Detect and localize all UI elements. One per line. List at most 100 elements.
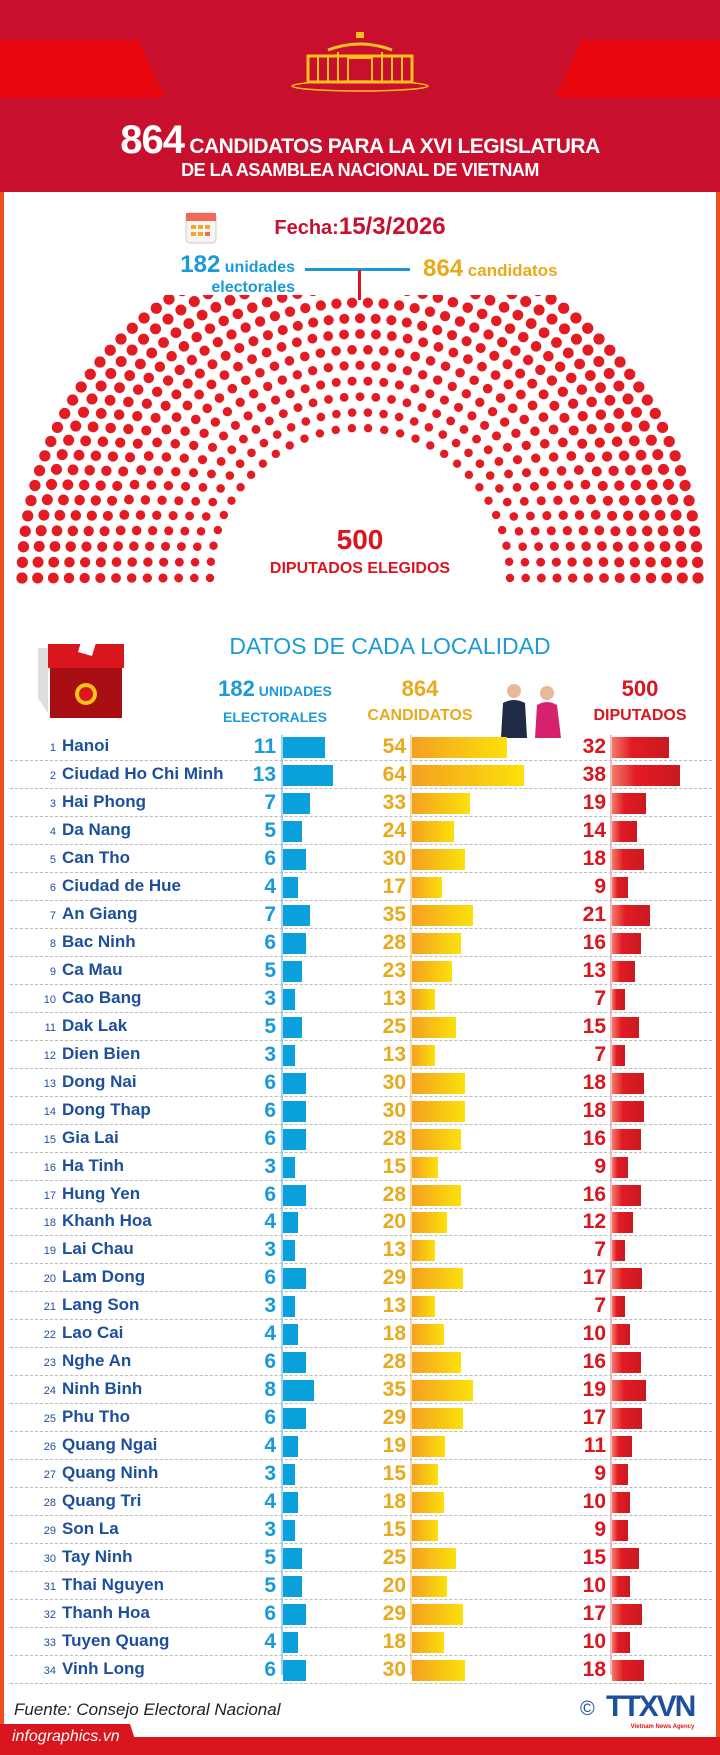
locality-name: Da Nang <box>62 819 131 839</box>
seat-dot <box>409 417 419 426</box>
seat-dot <box>301 417 311 426</box>
seat-dot <box>206 379 217 390</box>
seat-dot <box>515 368 526 379</box>
value-label: 7 <box>594 1294 606 1318</box>
seat-dot <box>307 333 318 344</box>
locality-name: Ha Tinh <box>62 1155 125 1175</box>
seat-dot <box>439 310 451 322</box>
table-row: 33 Tuyen Quang 4 18 10 <box>10 1628 712 1657</box>
bar <box>412 1128 461 1150</box>
row-number: 2 <box>49 769 56 782</box>
seat-dot <box>176 542 186 551</box>
seat-dot <box>645 434 657 446</box>
seat-dot <box>417 403 427 413</box>
candidates-text: candidatos <box>467 261 558 280</box>
site-link[interactable]: infographics.vn <box>12 1728 120 1745</box>
elected-number: 500 <box>336 524 384 555</box>
seat-dot <box>263 381 273 392</box>
seat-dot <box>235 397 245 407</box>
seat-dot <box>277 325 288 336</box>
seat-dot <box>602 495 613 506</box>
seat-dot <box>567 557 577 567</box>
seat-dot <box>182 400 193 411</box>
seat-dot <box>557 437 568 448</box>
seat-dot <box>225 471 235 480</box>
row-number: 9 <box>49 965 56 978</box>
hemicycle-seats <box>16 295 704 584</box>
seat-dot <box>339 329 349 340</box>
seat-dot <box>483 329 494 340</box>
seat-dot <box>565 541 575 551</box>
units-column-header: 182 UNIDADES ELECTORALES <box>210 676 340 732</box>
seat-dot <box>626 525 637 537</box>
seat-dot <box>204 323 216 334</box>
seat-dot <box>127 557 138 567</box>
seat-dot <box>386 331 397 342</box>
value-label: 10 <box>582 1630 606 1654</box>
seat-dot <box>170 438 181 449</box>
bar <box>612 764 681 786</box>
seat-dot <box>347 345 357 355</box>
seat-dot <box>628 435 640 447</box>
seat-dot <box>439 449 449 459</box>
bar <box>612 1520 629 1542</box>
seat-dot <box>549 400 560 411</box>
seat-dot <box>502 497 512 507</box>
value-label: 10 <box>582 1490 606 1514</box>
value-label: 28 <box>382 1350 406 1374</box>
bar <box>412 1464 439 1486</box>
units-number: 182 <box>180 251 221 278</box>
units-text2: electorales <box>211 279 295 296</box>
row-number: 24 <box>43 1385 56 1398</box>
seat-dot <box>132 384 144 395</box>
seat-dot <box>175 304 187 316</box>
seat-dot <box>403 295 411 297</box>
logo-subtext: Vietnam News Agency <box>630 1724 695 1730</box>
seat-dot <box>189 440 199 451</box>
seat-dot <box>475 397 485 407</box>
seat-dot <box>226 329 237 340</box>
seat-dot <box>79 557 91 568</box>
value-label: 10 <box>582 1322 606 1346</box>
seat-dot <box>284 306 296 317</box>
row-number: 8 <box>49 937 56 950</box>
units-col-text1: UNIDADES <box>258 683 332 699</box>
seat-dot <box>594 525 605 536</box>
seat-dot <box>491 510 501 520</box>
seat-dot <box>241 375 251 386</box>
seat-dot <box>565 372 577 384</box>
bar <box>412 1324 444 1346</box>
ttxvn-logo: TTXVN Vietnam News Agency <box>606 1690 696 1730</box>
content-panel <box>0 192 720 1737</box>
row-number: 11 <box>44 1021 56 1034</box>
seat-dot <box>227 445 237 455</box>
seat-dot <box>410 351 421 362</box>
seat-dot <box>504 557 514 566</box>
value-label: 19 <box>582 790 606 814</box>
seat-dot <box>86 393 98 405</box>
bar <box>283 1156 295 1178</box>
seat-dot <box>454 316 466 327</box>
table-row: 20 Lam Dong 6 29 17 <box>10 1264 712 1293</box>
seat-dot <box>604 344 616 356</box>
seat-dot <box>489 350 500 361</box>
seat-dot <box>363 376 373 386</box>
page-title: 864 CANDIDATOS PARA LA XVI LEGISLATURA <box>0 118 720 163</box>
seat-dot <box>74 494 85 506</box>
seat-dot <box>490 370 501 381</box>
seat-dot <box>292 295 303 300</box>
seat-dot <box>264 416 274 426</box>
table-row: 30 Tay Ninh 5 25 15 <box>10 1544 712 1573</box>
table-row: 10 Cao Bang 3 13 7 <box>10 985 712 1013</box>
table-row: 7 An Giang 7 35 21 <box>10 901 712 929</box>
bar <box>612 1576 630 1598</box>
seat-dot <box>645 556 656 568</box>
seat-dot <box>402 365 413 376</box>
seat-dot <box>316 380 326 390</box>
seat-dot <box>186 354 198 366</box>
bar <box>612 737 670 758</box>
row-number: 18 <box>43 1217 56 1230</box>
seat-dot <box>240 322 251 333</box>
bar <box>612 1436 632 1458</box>
seat-dot <box>178 341 190 352</box>
